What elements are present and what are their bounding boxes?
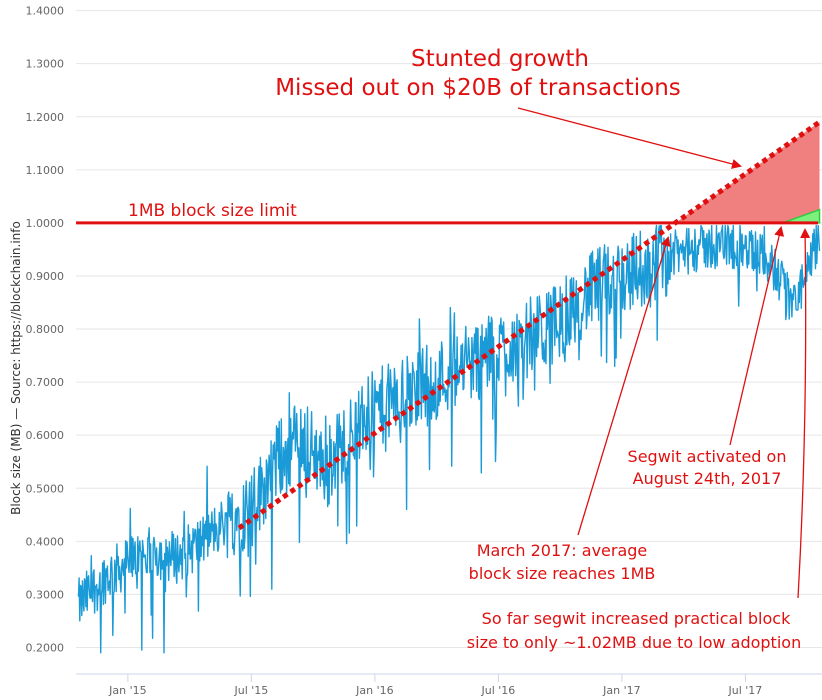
x-axis-ticks: Jan '15 Jul '15 Jan '16 Jul '16 Jan '17 Jul '… [108, 674, 762, 697]
x-tick-label: Jul '15 [233, 684, 268, 697]
annotation-stunted-title: Stunted growth [411, 46, 589, 72]
y-axis-ticks: 0.2000 0.3000 0.4000 0.5000 0.6000 0.7000 0.80… [26, 5, 65, 655]
arrow-march [577, 236, 671, 536]
y-tick-label: 0.2000 [26, 641, 65, 654]
y-tick-label: 0.6000 [26, 429, 65, 442]
x-tick-label: Jul '17 [728, 684, 763, 697]
y-axis-label: Block size (MB) — Source: https://blockc… [9, 221, 23, 515]
arrow-so-far [797, 228, 811, 599]
y-tick-label: 0.7000 [26, 376, 65, 389]
annotation-limit: 1MB block size limit [128, 201, 297, 221]
y-tick-label: 0.4000 [26, 535, 65, 548]
x-tick-label: Jan '17 [602, 684, 640, 697]
y-tick-label: 1.0000 [26, 217, 65, 230]
arrow-segwit [729, 226, 785, 446]
x-tick-label: Jan '15 [108, 684, 146, 697]
annotation-march-line1: March 2017: average [477, 541, 648, 560]
y-tick-label: 0.9000 [26, 270, 65, 283]
y-tick-label: 1.2000 [26, 111, 65, 124]
x-tick-label: Jan '16 [355, 684, 393, 697]
arrow-stunted [517, 107, 742, 169]
annotation-stunted-subtitle: Missed out on $20B of transactions [275, 75, 681, 101]
annotation-so-far-line1: So far segwit increased practical block [482, 609, 791, 628]
y-tick-label: 0.8000 [26, 323, 65, 336]
y-tick-label: 1.3000 [26, 58, 65, 71]
annotation-so-far-line2: size to only ~1.02MB due to low adoption [467, 633, 801, 652]
y-tick-label: 0.3000 [26, 588, 65, 601]
y-tick-label: 1.1000 [26, 164, 65, 177]
trend-line [237, 120, 821, 531]
annotation-segwit-line2: August 24th, 2017 [633, 469, 782, 488]
y-tick-label: 1.4000 [26, 5, 65, 18]
x-tick-label: Jul '16 [481, 684, 516, 697]
annotation-march-line2: block size reaches 1MB [469, 564, 656, 583]
annotation-segwit-line1: Segwit activated on [628, 447, 787, 466]
block-size-series-line [77, 224, 821, 654]
y-tick-label: 0.5000 [26, 482, 65, 495]
